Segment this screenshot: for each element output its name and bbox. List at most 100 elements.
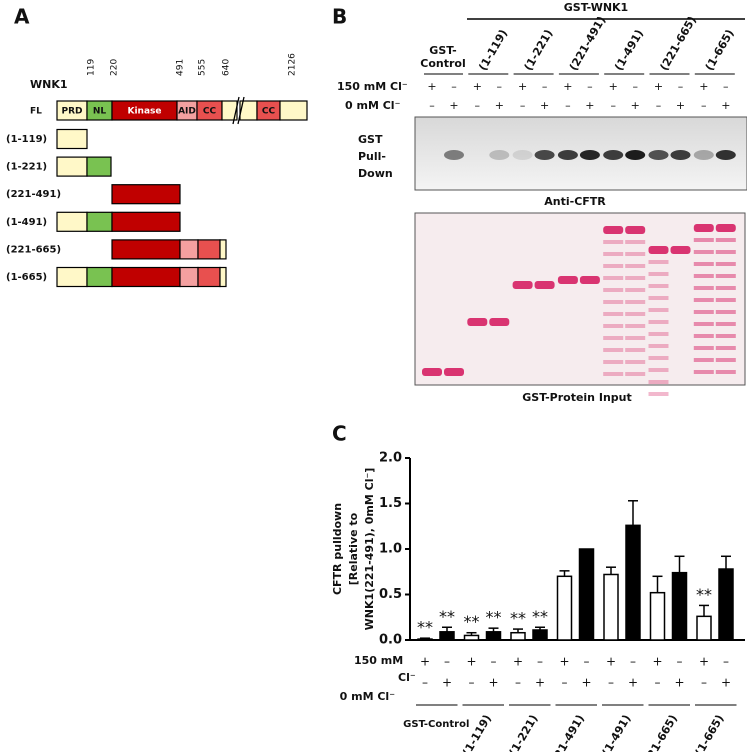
gel-smear (693, 358, 714, 362)
construct-label: (221-491) (6, 189, 61, 200)
condition-sign: + (609, 80, 618, 93)
gel-smear (603, 372, 624, 376)
gel-smear (693, 346, 714, 350)
lane-label: (1-665) (703, 27, 737, 73)
significance-mark: ** (417, 618, 433, 637)
gel-smear (715, 274, 736, 278)
gel-smear (693, 370, 714, 374)
panel-letter: B (332, 5, 347, 29)
condition-label: 0 mM Cl⁻ (345, 99, 401, 112)
gel-smear (693, 334, 714, 338)
condition-sign: + (699, 655, 709, 669)
gel-smear (715, 250, 736, 254)
gel-smear (648, 392, 669, 396)
category-label: (1-221) (507, 713, 541, 753)
condition-sign: + (606, 655, 616, 669)
condition-label: 0 mM Cl⁻ (340, 690, 396, 703)
bar (532, 629, 548, 641)
gel-smear (603, 360, 624, 364)
residue-number: 220 (110, 59, 120, 76)
condition-sign: + (466, 655, 476, 669)
condition-sign: – (701, 676, 707, 690)
fl-label: FL (30, 107, 42, 117)
y-tick-label: 0.5 (379, 587, 402, 602)
significance-mark: ** (439, 607, 455, 626)
y-axis-label: CFTR pulldown (331, 503, 344, 595)
y-axis-label: WNK1(221-491), 0mM Cl⁻] (363, 468, 376, 631)
condition-sign: – (677, 655, 683, 669)
condition-sign: + (442, 676, 452, 690)
gel-smear (693, 250, 714, 254)
blot-band (625, 150, 646, 160)
significance-mark: ** (510, 609, 526, 628)
condition-sign: + (721, 676, 731, 690)
gel-smear (648, 332, 669, 336)
blot-band (489, 150, 510, 160)
condition-sign: – (491, 655, 497, 669)
construct-block (197, 239, 221, 260)
category-label: (1-491) (600, 713, 634, 753)
blot-row-label: GST (358, 133, 383, 146)
gel-smear (648, 272, 669, 276)
gel-smear (625, 348, 646, 352)
condition-sign: – (429, 99, 435, 112)
condition-sign: + (631, 99, 640, 112)
construct-block (111, 184, 181, 205)
bar (649, 591, 666, 641)
construct-label: (1-119) (6, 134, 47, 145)
residue-number: 2126 (288, 53, 298, 76)
condition-sign: – (515, 676, 521, 690)
residue-number: 640 (222, 59, 232, 76)
condition-sign: + (495, 99, 504, 112)
blot-label: GST-Protein Input (522, 391, 631, 404)
construct-label: (221-665) (6, 244, 61, 255)
blot-band (603, 150, 624, 160)
gel-smear (715, 322, 736, 326)
construct-block (56, 266, 88, 288)
condition-sign: – (678, 80, 684, 93)
condition-label: 150 mM Cl⁻ (337, 80, 408, 93)
construct-block (219, 239, 227, 260)
domain-label: NL (93, 107, 107, 117)
gel-smear (603, 300, 624, 304)
condition-sign: + (518, 80, 527, 93)
condition-sign: + (473, 80, 482, 93)
gel-smear (693, 298, 714, 302)
y-tick-label: 0.0 (379, 633, 402, 648)
domain-block (279, 100, 308, 121)
construct-block (219, 266, 227, 288)
residue-number: 555 (198, 59, 208, 76)
gel-band (534, 281, 555, 289)
gel-smear (693, 238, 714, 242)
condition-sign: – (542, 80, 548, 93)
construct-block (111, 266, 181, 288)
condition-sign: – (701, 99, 707, 112)
blot-band (579, 150, 600, 160)
gel-smear (625, 360, 646, 364)
gel-smear (648, 320, 669, 324)
gel-smear (715, 334, 736, 338)
blot-band (534, 150, 555, 160)
bar (510, 631, 526, 641)
blot-row-label: Down (358, 167, 393, 180)
lane-label: (221-665) (657, 14, 699, 73)
gel-smear (715, 358, 736, 362)
condition-sign: + (676, 99, 685, 112)
blot-band (715, 150, 736, 160)
gel-band (603, 226, 624, 234)
condition-sign: + (654, 80, 663, 93)
bar (417, 638, 433, 641)
condition-sign: – (562, 676, 568, 690)
construct-block (111, 239, 181, 260)
gel-smear (715, 310, 736, 314)
construct-block (179, 266, 199, 288)
gel-band (648, 246, 669, 254)
construct-label: (1-221) (6, 162, 47, 173)
construct-label: (1-491) (6, 217, 47, 228)
break-mark (237, 96, 245, 125)
bar (485, 631, 502, 641)
gel-smear (648, 284, 669, 288)
condition-label: 150 mM (354, 654, 403, 667)
gel-band (512, 281, 533, 289)
condition-label: Cl⁻ (398, 671, 416, 684)
